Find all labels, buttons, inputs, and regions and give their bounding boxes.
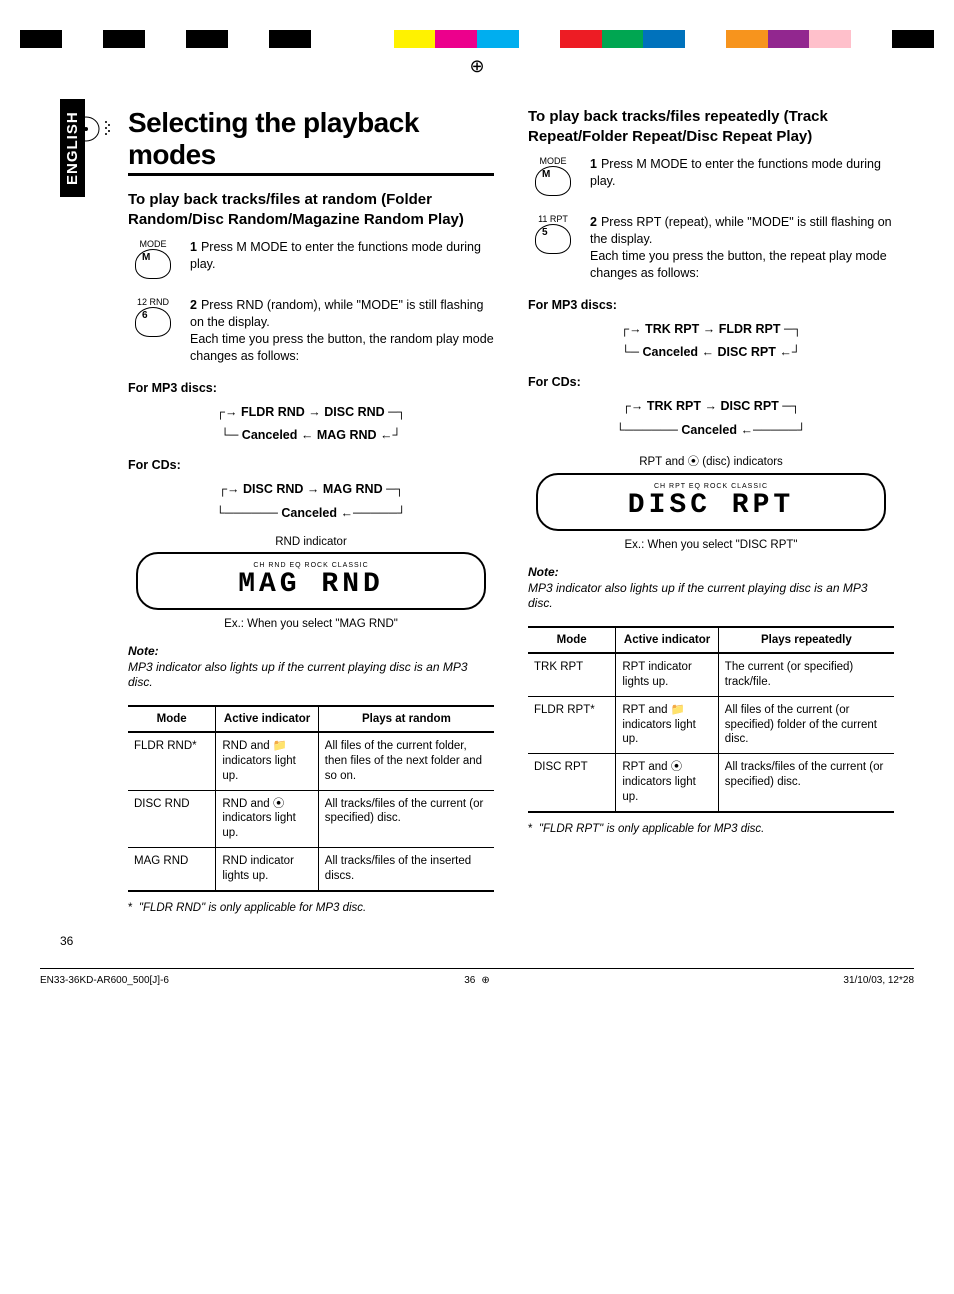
mp3-subhead: For MP3 discs: [528,298,894,312]
left-step-2: 12 RND 2Press RND (random), while "MODE"… [128,297,494,365]
note-heading: Note: [528,565,894,579]
mp3-subhead: For MP3 discs: [128,381,494,395]
page-title: Selecting the playback modes [128,107,494,176]
step2-label: 12 RND [128,297,178,307]
right-heading: To play back tracks/files repeatedly (Tr… [528,107,894,146]
right-column: To play back tracks/files repeatedly (Tr… [528,107,894,914]
page-number: 36 [60,934,954,948]
step-number: 2 [590,215,597,229]
button-5-icon [535,224,571,254]
step-text: Press RPT (repeat), while "MODE" is stil… [590,215,892,280]
left-column: Selecting the playback modes To play bac… [128,107,494,914]
step-number: 1 [590,157,597,171]
left-footnote: * "FLDR RND" is only applicable for MP3 … [128,902,494,914]
note-body: MP3 indicator also lights up if the curr… [128,660,494,691]
left-step-1: MODE 1Press M MODE to enter the function… [128,239,494,281]
cd-subhead: For CDs: [528,375,894,389]
print-colorbar [20,30,934,48]
random-mode-table: Mode Active indicator Plays at random FL… [128,705,494,893]
right-footnote: * "FLDR RPT" is only applicable for MP3 … [528,823,894,835]
step-number: 2 [190,298,197,312]
crop-mark-top: ⊕ [0,56,954,77]
repeat-mode-table: Mode Active indicator Plays repeatedly T… [528,626,894,814]
left-heading: To play back tracks/files at random (Fol… [128,190,494,229]
lcd-display: CH RPT EQ ROCK CLASSIC DISC RPT [536,473,886,531]
display-caption: Ex.: When you select "MAG RND" [128,618,494,630]
button-6-icon [135,307,171,337]
footer: EN33-36KD-AR600_500[J]-6 36 ⊕ 31/10/03, … [40,968,914,986]
m-button-icon [535,166,571,196]
step1-label: MODE [528,156,578,166]
language-tab: ENGLISH [60,99,85,197]
step2-label: 11 RPT [528,214,578,224]
right-step-2: 11 RPT 2Press RPT (repeat), while "MODE"… [528,214,894,282]
note-heading: Note: [128,644,494,658]
mp3-cycle-diagram: ┌→ TRK RPT → FLDR RPT ─┐ └─ Canceled ← D… [528,318,894,366]
cd-subhead: For CDs: [128,458,494,472]
step-text: Press M MODE to enter the functions mode… [190,240,481,271]
mp3-cycle-diagram: ┌→ FLDR RND → DISC RND ─┐ └─ Canceled ← … [128,401,494,449]
step1-label: MODE [128,239,178,249]
step-number: 1 [190,240,197,254]
cd-cycle-diagram: ┌→ TRK RPT → DISC RPT ─┐ └────── Cancele… [528,395,894,443]
right-step-1: MODE 1Press M MODE to enter the function… [528,156,894,198]
step-text: Press RND (random), while "MODE" is stil… [190,298,494,363]
step-text: Press M MODE to enter the functions mode… [590,157,881,188]
cd-cycle-diagram: ┌→ DISC RND → MAG RND ─┐ └────── Cancele… [128,478,494,526]
indicator-label: RPT and ⦿ (disc) indicators [528,453,894,469]
display-caption: Ex.: When you select "DISC RPT" [528,539,894,551]
m-button-icon [135,249,171,279]
indicator-label: RND indicator [128,536,494,548]
lcd-display: CH RND EQ ROCK CLASSIC MAG RND [136,552,486,610]
footer-left: EN33-36KD-AR600_500[J]-6 [40,975,458,986]
footer-right: 31/10/03, 12*28 [496,975,914,986]
footer-center: 36 ⊕ [464,975,490,986]
note-body: MP3 indicator also lights up if the curr… [528,581,894,612]
